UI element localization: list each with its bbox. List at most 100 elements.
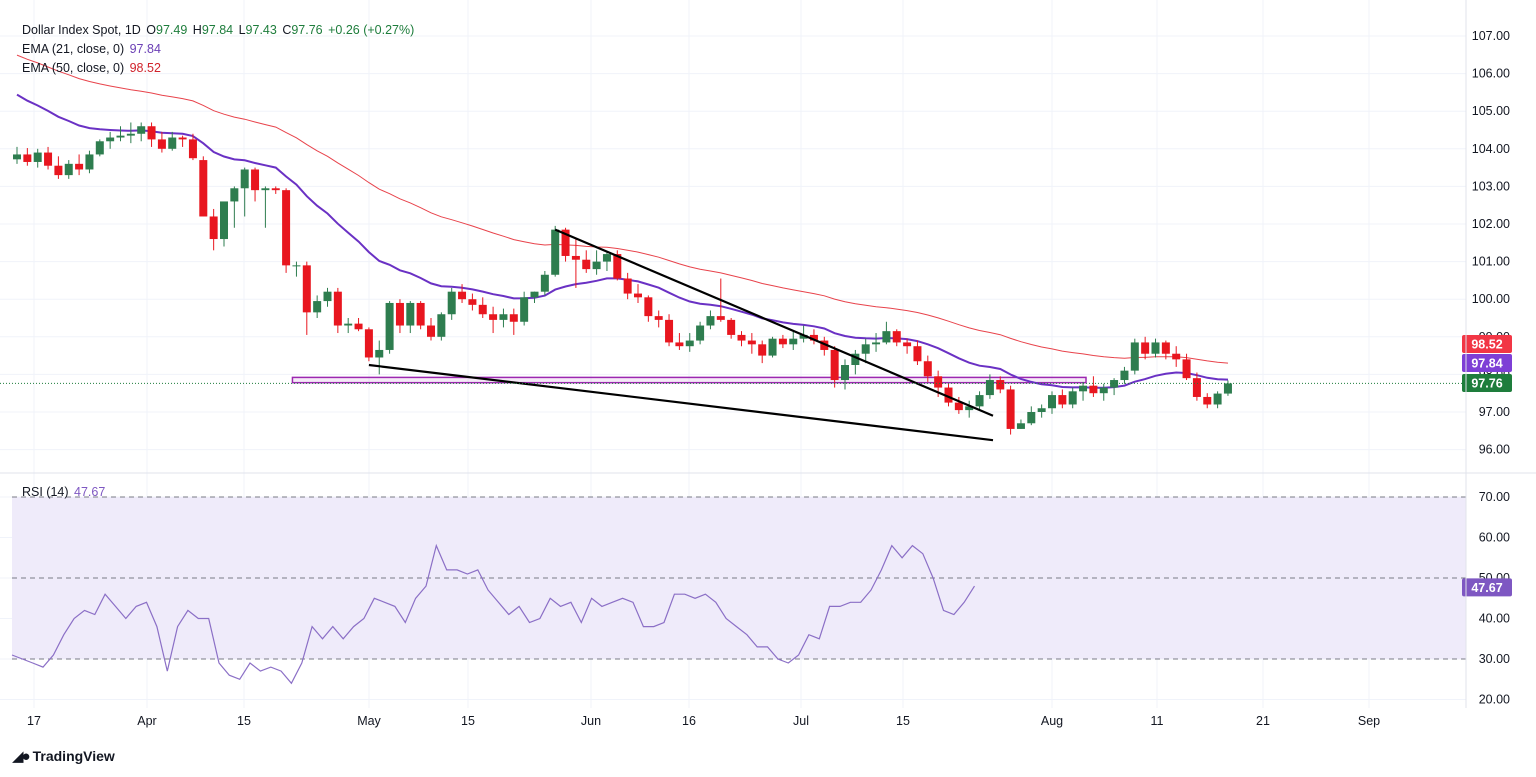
candle-body bbox=[23, 154, 32, 162]
candle-body bbox=[841, 365, 849, 381]
candle-body bbox=[551, 229, 560, 275]
price-badge-text: 98.52 bbox=[1471, 338, 1502, 352]
candle-body bbox=[499, 314, 508, 320]
candle-body bbox=[602, 254, 611, 262]
candle-body bbox=[530, 291, 539, 298]
close-label: C bbox=[282, 23, 292, 37]
symbol-title[interactable]: Dollar Index Spot, 1D bbox=[22, 23, 141, 37]
candle-body bbox=[1016, 423, 1025, 429]
candle-body bbox=[220, 201, 228, 240]
change-value: +0.26 (+0.27%) bbox=[328, 23, 415, 37]
candle-body bbox=[13, 154, 21, 160]
price-tick-label: 100.00 bbox=[1472, 292, 1510, 306]
candle-body bbox=[830, 349, 839, 381]
candle-body bbox=[137, 126, 146, 134]
open-value: 97.49 bbox=[156, 23, 188, 37]
candle-body bbox=[758, 344, 767, 356]
candle-body bbox=[1203, 396, 1212, 405]
candle-body bbox=[1130, 342, 1139, 371]
candle-body bbox=[1089, 385, 1098, 394]
candle-body bbox=[344, 323, 353, 326]
price-badge bbox=[1462, 374, 1512, 392]
candle-body bbox=[923, 361, 932, 377]
candle-body bbox=[1120, 370, 1129, 381]
rsi-badge-text: 47.67 bbox=[1471, 581, 1502, 595]
candle-body bbox=[385, 302, 394, 350]
candle-body bbox=[882, 331, 891, 343]
trendlines bbox=[368, 228, 994, 442]
candle-body bbox=[188, 139, 197, 159]
candle-body bbox=[44, 152, 53, 166]
candle-body bbox=[592, 261, 601, 270]
candle-body bbox=[323, 291, 332, 302]
candle-body bbox=[333, 291, 342, 326]
candle-body bbox=[1068, 391, 1077, 405]
candle-body bbox=[147, 126, 156, 140]
candle-body bbox=[778, 338, 787, 345]
candle-body bbox=[1027, 412, 1036, 424]
candle-body bbox=[727, 319, 736, 335]
candle-body bbox=[1182, 359, 1191, 379]
trendline-upper bbox=[554, 228, 994, 417]
candle-body bbox=[685, 340, 694, 347]
price-tick-label: 104.00 bbox=[1472, 142, 1510, 156]
candles bbox=[13, 122, 1232, 435]
tradingview-logo-icon: ◢● bbox=[12, 748, 31, 765]
price-axis[interactable]: 107.00 106.00 105.00 104.00 103.00 102.00 101.… bbox=[1472, 29, 1510, 457]
candle-body bbox=[820, 340, 829, 350]
candle-body bbox=[364, 329, 373, 358]
candle-body bbox=[292, 265, 301, 267]
time-tick-label: Aug bbox=[1041, 714, 1063, 728]
time-tick-label: Apr bbox=[137, 714, 156, 728]
rsi-tick-label: 70.00 bbox=[1479, 490, 1510, 504]
candle-body bbox=[1006, 389, 1015, 429]
price-badge bbox=[1462, 354, 1512, 372]
open-label: O bbox=[146, 23, 157, 37]
candle-body bbox=[954, 402, 963, 411]
legend-ema50[interactable]: EMA (50, close, 0) 98.52 bbox=[22, 59, 161, 77]
candle-body bbox=[747, 340, 756, 345]
time-tick-label: 15 bbox=[237, 714, 251, 728]
candle-body bbox=[447, 291, 456, 315]
legend-ema21[interactable]: EMA (21, close, 0) 97.84 bbox=[22, 40, 161, 58]
candle-body bbox=[1079, 385, 1088, 392]
ema21-label: EMA (21, close, 0) bbox=[22, 42, 125, 56]
candle-body bbox=[282, 190, 291, 266]
candle-body bbox=[1172, 353, 1181, 360]
candle-body bbox=[675, 342, 684, 347]
candle-body bbox=[975, 395, 984, 407]
candle-body bbox=[799, 334, 808, 339]
candle-body bbox=[1213, 393, 1222, 405]
time-axis[interactable]: 17 Apr 15 May 15 Jun 16 Jul 15 Aug 11 21 Sep bbox=[27, 714, 1380, 728]
candle-body bbox=[458, 291, 467, 300]
tradingview-logo[interactable]: ◢● TradingView bbox=[12, 747, 115, 765]
candle-body bbox=[861, 344, 870, 354]
candle-body bbox=[561, 229, 570, 256]
candle-body bbox=[851, 353, 860, 365]
candle-body bbox=[613, 254, 622, 279]
candle-body bbox=[706, 316, 715, 326]
price-tick-label: 105.00 bbox=[1472, 104, 1510, 118]
candle-body bbox=[1161, 342, 1170, 354]
legend-rsi[interactable]: RSI (14) 47.67 bbox=[22, 483, 105, 501]
time-tick-label: May bbox=[357, 714, 381, 728]
candle-body bbox=[395, 302, 404, 326]
candle-body bbox=[427, 325, 435, 337]
candle-body bbox=[768, 338, 777, 356]
ema50-value: 98.52 bbox=[129, 61, 161, 75]
candle-body bbox=[54, 165, 63, 176]
candle-body bbox=[64, 163, 73, 176]
candle-body bbox=[313, 301, 322, 313]
ema21-line bbox=[16, 93, 1229, 389]
price-tick-label: 106.00 bbox=[1472, 67, 1510, 81]
candle-body bbox=[872, 342, 881, 345]
candle-body bbox=[716, 316, 725, 320]
legend-main: Dollar Index Spot, 1D O97.49 H97.84 L97.… bbox=[22, 21, 414, 39]
rsi-line bbox=[11, 543, 976, 685]
candle-body bbox=[892, 331, 901, 343]
rsi-tick-label: 40.00 bbox=[1479, 612, 1510, 626]
price-badges: 98.52 97.84 97.76 47.67 bbox=[1462, 335, 1512, 597]
candle-body bbox=[106, 137, 115, 142]
